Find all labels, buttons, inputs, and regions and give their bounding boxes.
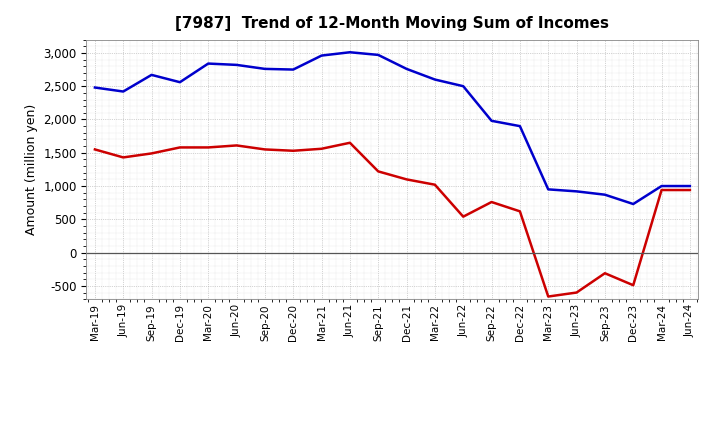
Ordinary Income <box>572 189 581 194</box>
Net Income <box>516 209 524 214</box>
Net Income <box>374 169 382 174</box>
Net Income <box>289 148 297 154</box>
Ordinary Income <box>516 124 524 129</box>
Ordinary Income <box>487 118 496 124</box>
Net Income <box>204 145 212 150</box>
Line: Net Income: Net Income <box>95 143 690 297</box>
Ordinary Income <box>204 61 212 66</box>
Title: [7987]  Trend of 12-Month Moving Sum of Incomes: [7987] Trend of 12-Month Moving Sum of I… <box>176 16 609 32</box>
Ordinary Income <box>233 62 241 67</box>
Net Income <box>261 147 269 152</box>
Net Income <box>233 143 241 148</box>
Net Income <box>544 294 552 299</box>
Ordinary Income <box>544 187 552 192</box>
Net Income <box>176 145 184 150</box>
Ordinary Income <box>374 52 382 58</box>
Ordinary Income <box>148 72 156 77</box>
Net Income <box>431 182 439 187</box>
Net Income <box>91 147 99 152</box>
Ordinary Income <box>289 67 297 72</box>
Y-axis label: Amount (million yen): Amount (million yen) <box>24 104 37 235</box>
Ordinary Income <box>176 80 184 85</box>
Ordinary Income <box>629 202 637 207</box>
Net Income <box>657 187 666 193</box>
Net Income <box>487 199 496 205</box>
Ordinary Income <box>431 77 439 82</box>
Net Income <box>318 146 326 151</box>
Net Income <box>459 214 467 219</box>
Ordinary Income <box>459 84 467 89</box>
Line: Ordinary Income: Ordinary Income <box>95 52 690 204</box>
Net Income <box>572 290 581 295</box>
Ordinary Income <box>318 53 326 58</box>
Net Income <box>685 187 694 193</box>
Net Income <box>402 177 411 182</box>
Net Income <box>119 155 127 160</box>
Net Income <box>346 140 354 145</box>
Ordinary Income <box>346 50 354 55</box>
Ordinary Income <box>685 183 694 189</box>
Net Income <box>600 271 609 276</box>
Ordinary Income <box>657 183 666 189</box>
Ordinary Income <box>600 192 609 197</box>
Net Income <box>629 282 637 288</box>
Ordinary Income <box>402 66 411 72</box>
Ordinary Income <box>91 85 99 90</box>
Net Income <box>148 151 156 156</box>
Ordinary Income <box>119 89 127 94</box>
Ordinary Income <box>261 66 269 72</box>
